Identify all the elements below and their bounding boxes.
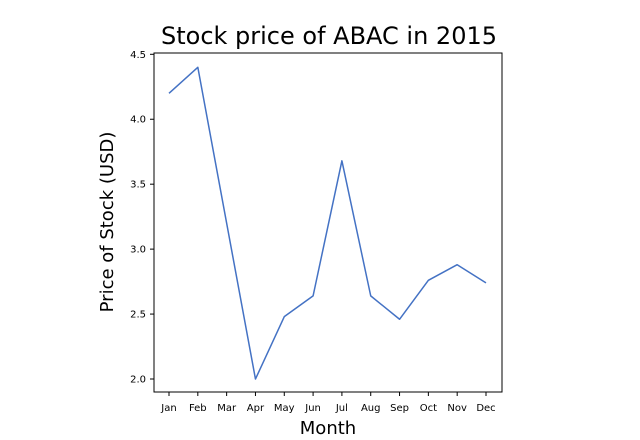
x-tick-label: Jul [335, 403, 348, 414]
y-tick-label: 3.5 [130, 180, 146, 191]
x-tick-label: Jun [304, 403, 321, 414]
x-axis-label: Month [300, 418, 356, 439]
y-axis: 2.0 2.5 3.0 3.5 4.0 4.5 [130, 50, 154, 386]
x-tick-label: May [274, 403, 295, 414]
x-tick-label: Oct [420, 403, 437, 414]
y-tick-label: 4.0 [130, 115, 146, 126]
x-tick-label: Dec [476, 403, 495, 414]
x-tick-label: Nov [447, 403, 467, 414]
y-axis-label: Price of Stock (USD) [97, 132, 118, 313]
y-tick-label: 2.0 [130, 375, 146, 386]
x-tick-label: Feb [189, 403, 207, 414]
x-axis: Jan Feb Mar Apr May Jun Jul Aug Sep Oct Nov Dec [160, 392, 496, 414]
y-tick-label: 2.5 [130, 310, 146, 321]
y-tick-label: 3.0 [130, 245, 146, 256]
x-tick-label: Mar [217, 403, 237, 414]
series-line [168, 66, 487, 380]
x-tick-label: Apr [247, 403, 265, 414]
chart-title: Stock price of ABAC in 2015 [161, 22, 497, 50]
x-tick-label: Aug [361, 403, 381, 414]
x-tick-label: Sep [390, 403, 409, 414]
plot-area-frame [153, 52, 503, 393]
x-tick-label: Jan [160, 403, 176, 414]
series-layer [168, 66, 487, 380]
y-tick-label: 4.5 [130, 50, 146, 61]
